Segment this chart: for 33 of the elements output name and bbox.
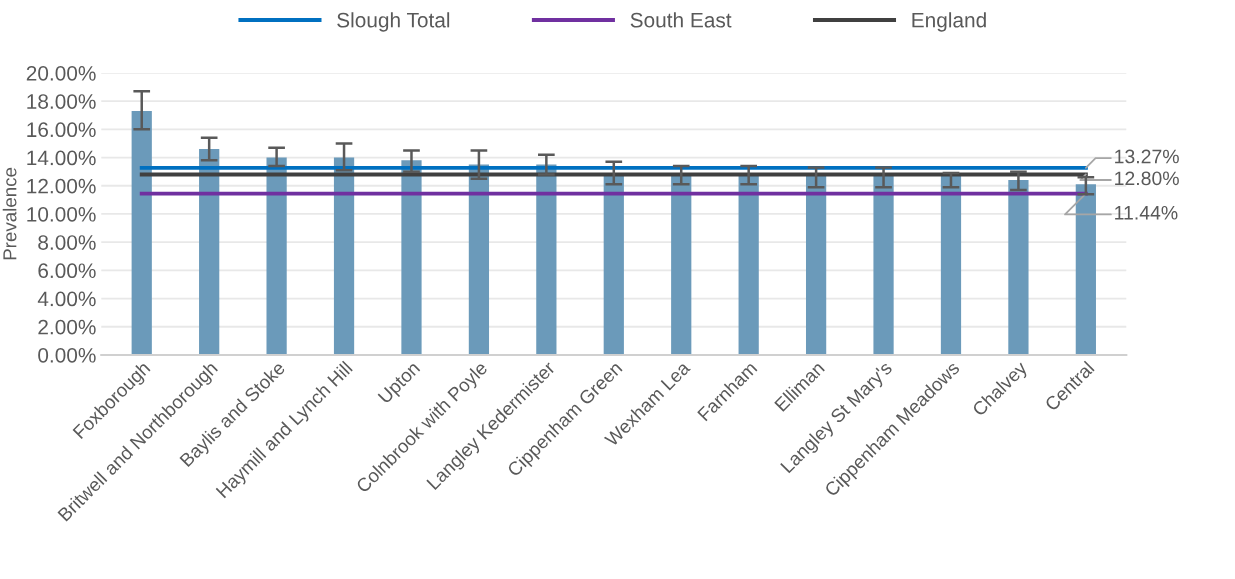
data-label: 11.44% [1115, 206, 1178, 220]
legend-label: England [912, 12, 986, 32]
data-label: 13.27% [1115, 149, 1179, 164]
bar [1075, 184, 1096, 355]
y-tick-label: 2.00% [38, 319, 96, 335]
bar [940, 175, 962, 355]
bar [266, 157, 287, 355]
data-label: 12.80% [1115, 171, 1179, 186]
legend-label: South East [630, 12, 732, 28]
y-tick-label: 16.00% [27, 122, 96, 138]
bar [468, 164, 490, 355]
y-axis-title: Prevalence [2, 167, 17, 260]
bar [199, 149, 220, 355]
bar [333, 157, 355, 355]
y-tick-label: 4.00% [37, 291, 96, 307]
bar [1008, 180, 1029, 355]
bar [131, 111, 152, 355]
bar [401, 160, 422, 355]
y-tick-label: 20.00% [26, 65, 96, 81]
bar [536, 164, 557, 355]
y-tick-label: 0.00% [38, 347, 96, 363]
bar [671, 174, 692, 355]
y-tick-label: 12.00% [27, 178, 96, 194]
bar [738, 174, 759, 355]
y-tick-label: 8.00% [38, 235, 96, 250]
y-tick-label: 18.00% [27, 94, 96, 109]
bar [805, 174, 827, 355]
y-tick-label: 14.00% [27, 150, 96, 166]
y-tick-label: 6.00% [38, 263, 96, 279]
bar [873, 174, 894, 355]
y-tick-label: 10.00% [27, 206, 96, 222]
bar [603, 173, 624, 355]
legend-label: Slough Total [337, 12, 450, 32]
